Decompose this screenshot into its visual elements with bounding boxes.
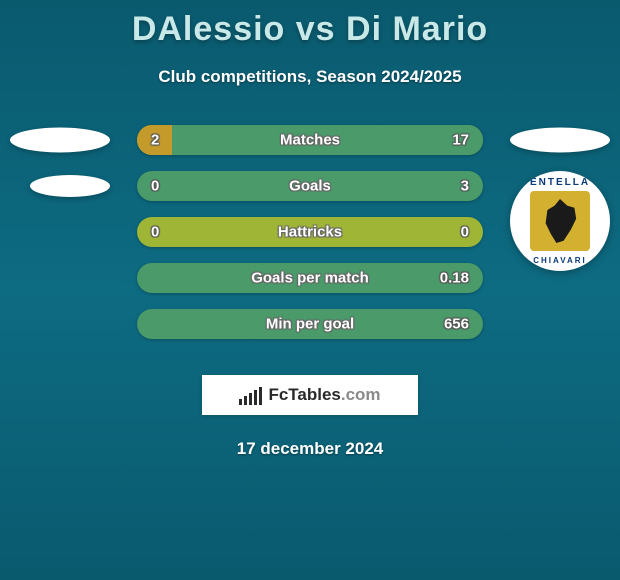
stat-pill: 0.18 Goals per match <box>137 263 483 293</box>
stat-value-right: 656 <box>444 316 469 333</box>
stat-row: 0 3 Goals <box>0 163 620 209</box>
subtitle: Club competitions, Season 2024/2025 <box>0 67 620 87</box>
stat-value-right: 0.18 <box>440 270 469 287</box>
brand-name-suffix: .com <box>341 385 381 404</box>
stat-label: Matches <box>280 132 340 149</box>
stat-pill: 0 0 Hattricks <box>137 217 483 247</box>
player-badge-left <box>30 175 110 197</box>
brand-bars-icon <box>239 385 262 405</box>
stat-pill: 0 3 Goals <box>137 171 483 201</box>
brand-text: FcTables.com <box>268 385 380 405</box>
stat-row: 2 17 Matches <box>0 117 620 163</box>
stat-value-right: 3 <box>461 178 469 195</box>
stat-row: 656 Min per goal <box>0 301 620 347</box>
stat-label: Min per goal <box>266 316 354 333</box>
stats-area: ENTELLA CHIAVARI 217Matches03Goals00Hatt… <box>0 117 620 347</box>
page-title: DAlessio vs Di Mario <box>0 0 620 49</box>
date-label: 17 december 2024 <box>0 439 620 459</box>
stat-value-left: 0 <box>151 224 159 241</box>
stat-row: 0 0 Hattricks <box>0 209 620 255</box>
player-badge-right <box>510 128 610 153</box>
stat-value-left: 0 <box>151 178 159 195</box>
stat-row: 0.18 Goals per match <box>0 255 620 301</box>
stat-value-right: 17 <box>452 132 469 149</box>
stat-label: Goals <box>289 178 331 195</box>
stat-pill: 656 Min per goal <box>137 309 483 339</box>
stat-label: Hattricks <box>278 224 342 241</box>
brand-name-main: FcTables <box>268 385 340 404</box>
stat-label: Goals per match <box>251 270 369 287</box>
stat-value-right: 0 <box>461 224 469 241</box>
stat-pill: 2 17 Matches <box>137 125 483 155</box>
stat-value-left: 2 <box>151 132 159 149</box>
brand-box[interactable]: FcTables.com <box>202 375 418 415</box>
player-badge-left <box>10 128 110 153</box>
